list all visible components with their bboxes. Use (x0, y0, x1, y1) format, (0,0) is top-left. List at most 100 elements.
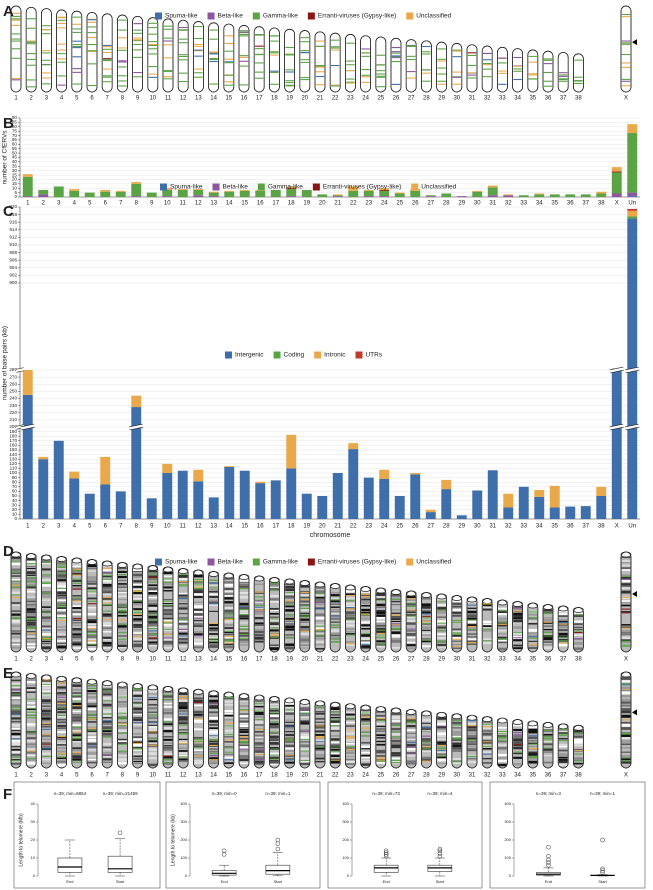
chromosome-band (102, 622, 112, 625)
axis-break (15, 367, 24, 370)
chromosome-outline (542, 50, 554, 93)
chromosome-band (406, 604, 416, 607)
chromosome-band (118, 640, 127, 643)
chromosome-band (330, 613, 340, 616)
chromosome-band (102, 641, 112, 645)
chromosome-band (330, 723, 340, 726)
chromosome-cap (573, 724, 584, 731)
chromosome (177, 568, 189, 653)
chromosome-body (162, 18, 174, 93)
chromosome-band (194, 642, 203, 645)
chromosome-band (361, 756, 370, 759)
chromosome (405, 590, 417, 653)
chromosome-band (346, 640, 355, 643)
chromosome-band (406, 738, 416, 741)
x-tick-label: 30 (474, 201, 481, 207)
chromosome-outline (193, 569, 204, 653)
bar-segment (131, 182, 142, 184)
chromosome-band (315, 613, 325, 616)
chromosome-band (621, 727, 631, 730)
chromosome-band (528, 725, 538, 729)
chromosome-band (621, 587, 631, 590)
chromosome-band (57, 570, 66, 573)
chromosome-band (315, 632, 325, 634)
chromosome-label: 6 (90, 773, 94, 779)
chromosome-band (422, 637, 431, 640)
chromosome-band (163, 592, 173, 594)
chromosome-band (87, 696, 97, 699)
chromosome-band (452, 634, 462, 638)
chromosome-band (406, 732, 416, 734)
chromosome-band (239, 744, 249, 747)
chromosome-band (11, 754, 21, 757)
chromosome-band (270, 607, 279, 611)
chromosome-band (209, 735, 218, 738)
chromosome-band (543, 617, 553, 619)
chromosome-band (26, 681, 36, 684)
chromosome-band (285, 617, 294, 620)
chromosome-band (72, 565, 82, 568)
chromosome-label: 21 (317, 773, 324, 779)
chromosome-band (87, 708, 97, 711)
chromosome-band (315, 751, 325, 755)
chromosome-band (11, 636, 21, 638)
chromosome-band (513, 608, 522, 611)
chromosome-outline (132, 15, 143, 93)
chromosome-band (558, 756, 568, 759)
bar-segment (379, 189, 390, 191)
bar-segment (53, 440, 64, 519)
chromosome-band (194, 611, 203, 613)
chromosome-band (72, 710, 82, 713)
bar-segment (596, 191, 607, 194)
chromosome-label: 17 (256, 773, 263, 779)
chromosome-band (361, 763, 370, 766)
chromosome-band (300, 751, 310, 755)
chromosome (497, 717, 508, 769)
chromosome-band (330, 731, 340, 734)
chromosome (269, 577, 280, 653)
chromosome-label: 1 (14, 657, 18, 663)
chromosome-band (11, 610, 21, 612)
chromosome-label: 25 (377, 773, 384, 779)
chromosome-band (118, 729, 127, 733)
chromosome-band (163, 745, 173, 747)
chromosome-band (194, 638, 203, 642)
bar-segment (131, 196, 142, 197)
chromosome-band (163, 748, 173, 751)
bar-segment (286, 186, 297, 189)
axis-break (609, 423, 624, 428)
chromosome-band (406, 598, 416, 602)
chromosome-body (132, 15, 143, 93)
chromosome-band (270, 647, 279, 651)
x-tick-label: 20 (319, 524, 326, 530)
chromosome-band (11, 701, 21, 705)
chromosome-band (574, 642, 583, 645)
chromosome-band (346, 711, 355, 714)
chromosome-band (482, 721, 492, 724)
chromosome-band (72, 647, 82, 649)
axis-break-gap (129, 424, 144, 430)
chromosome-band (361, 591, 370, 593)
chromosome (329, 32, 341, 93)
chromosome-band (543, 748, 553, 751)
chromosome-band (315, 604, 325, 606)
chromosome-band (621, 713, 631, 715)
chromosome-band (574, 623, 583, 626)
y-tick-label: 0 (14, 194, 17, 199)
chromosome-band (391, 597, 401, 599)
x-tick-label: 25 (396, 524, 403, 530)
chromosome-band (239, 751, 249, 754)
chromosome-band (42, 699, 51, 703)
chromosome-band (285, 702, 294, 706)
chromosome-band (574, 762, 583, 765)
chromosome-label: 21 (317, 657, 324, 663)
chromosome-band (391, 634, 401, 637)
chromosome-band (178, 578, 188, 580)
outlier (437, 848, 443, 854)
chromosome-band (239, 705, 249, 708)
chromosome-label: 8 (121, 773, 125, 779)
chromosome-band (437, 623, 446, 626)
outlier (600, 868, 605, 873)
y-tick-label: 210 (9, 417, 17, 422)
chromosome-band (621, 579, 631, 582)
